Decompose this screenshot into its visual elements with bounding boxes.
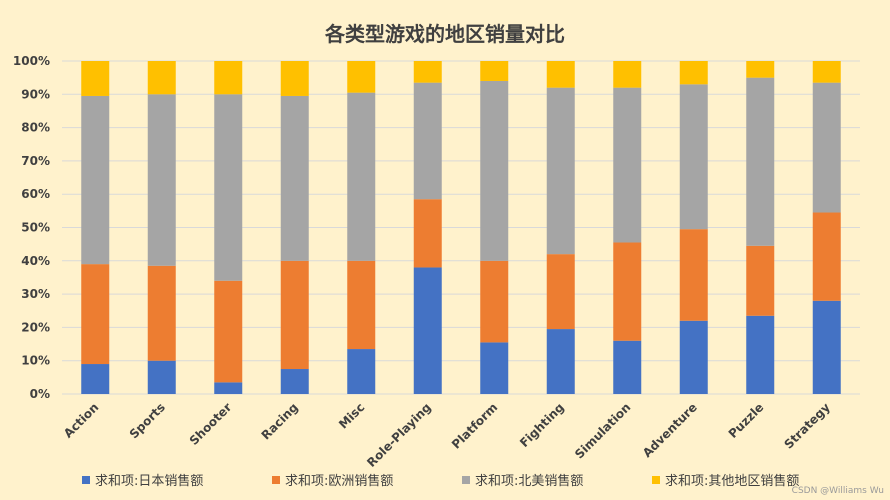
y-tick-label: 30%: [21, 287, 50, 301]
bar-segment: [81, 95, 110, 265]
bar-segment: [214, 280, 243, 383]
bar-segment: [280, 61, 309, 96]
legend-swatch: [272, 475, 280, 484]
bar-segment: [413, 267, 442, 394]
legend: 求和项:日本销售额 求和项:欧洲销售额 求和项:北美销售额 求和项:其他地区销售额: [82, 470, 842, 489]
bar-segment: [280, 369, 309, 394]
legend-item: 求和项:北美销售额: [462, 470, 652, 489]
legend-item: 求和项:其他地区销售额: [652, 470, 842, 489]
bar-segment: [347, 349, 376, 394]
legend-label: 求和项:欧洲销售额: [285, 474, 394, 489]
bar-segment: [679, 84, 708, 230]
bar-segment: [214, 94, 243, 281]
bar-segment: [613, 87, 642, 243]
bar-segment: [81, 61, 110, 96]
bar-segment: [413, 61, 442, 83]
bar-segment: [413, 199, 442, 268]
y-tick-label: 100%: [13, 54, 50, 68]
bar-segment: [147, 265, 176, 361]
bar-segment: [280, 95, 309, 261]
bar-segment: [214, 382, 243, 394]
bar-segment: [147, 360, 176, 394]
bar-segment: [679, 229, 708, 321]
bar-segment: [347, 61, 376, 93]
legend-swatch: [462, 475, 470, 484]
y-tick-label: 10%: [21, 354, 50, 368]
x-tick-label: Strategy: [781, 400, 833, 452]
legend-label: 求和项:其他地区销售额: [665, 474, 800, 489]
bar-segment: [812, 61, 841, 83]
bar-segment: [280, 260, 309, 370]
bar-segment: [746, 77, 775, 246]
x-tick-label: Shooter: [187, 400, 235, 448]
x-tick-label: Platform: [449, 400, 500, 451]
bar-segment: [746, 61, 775, 78]
y-tick-label: 60%: [21, 187, 50, 201]
bar-segment: [613, 340, 642, 394]
y-tick-label: 50%: [21, 221, 50, 235]
bar-segment: [812, 212, 841, 301]
bar-segment: [147, 94, 176, 266]
chart-title: 各类型游戏的地区销量对比: [325, 22, 565, 46]
bar-segment: [413, 82, 442, 200]
bar-segment: [347, 92, 376, 261]
watermark: CSDN @Williams Wu: [791, 486, 884, 496]
bar-segment: [480, 61, 509, 81]
bar-segment: [480, 342, 509, 394]
x-tick-label: Action: [61, 400, 101, 440]
bar-segment: [147, 61, 176, 95]
bar-segment: [214, 61, 243, 95]
x-tick-label: Racing: [259, 400, 301, 442]
bar-segment: [480, 260, 509, 343]
y-tick-label: 20%: [21, 320, 50, 334]
bar-segment: [812, 82, 841, 213]
bar-segment: [679, 320, 708, 394]
legend-label: 求和项:日本销售额: [95, 474, 204, 489]
legend-item: 求和项:欧洲销售额: [272, 470, 462, 489]
y-tick-label: 80%: [21, 121, 50, 135]
bar-segment: [546, 61, 575, 88]
bar-segment: [613, 242, 642, 341]
bar-segment: [679, 61, 708, 85]
bar-segment: [480, 80, 509, 261]
bar-segment: [746, 245, 775, 316]
legend-swatch: [652, 475, 660, 484]
x-tick-label: Fighting: [517, 400, 567, 450]
bar-segment: [347, 260, 376, 350]
bar-segment: [812, 300, 841, 394]
y-tick-label: 90%: [21, 87, 50, 101]
bar-segment: [81, 364, 110, 394]
legend-swatch: [82, 475, 90, 484]
x-tick-label: Sports: [127, 400, 168, 441]
x-tick-label: Simulation: [572, 400, 633, 461]
bar-segment: [546, 329, 575, 394]
x-tick-label: Adventure: [640, 400, 700, 460]
x-tick-label: Misc: [336, 400, 367, 431]
legend-item: 求和项:日本销售额: [82, 470, 272, 489]
bar-segment: [546, 87, 575, 255]
y-tick-label: 40%: [21, 254, 50, 268]
bar-segment: [746, 315, 775, 394]
x-tick-label: Puzzle: [726, 400, 767, 441]
y-tick-label: 70%: [21, 154, 50, 168]
x-tick-label: Role-Playing: [364, 400, 434, 470]
bar-segment: [613, 61, 642, 88]
bar-segment: [81, 264, 110, 365]
bar-segment: [546, 254, 575, 330]
y-tick-label: 0%: [30, 387, 50, 401]
legend-label: 求和项:北美销售额: [475, 474, 584, 489]
